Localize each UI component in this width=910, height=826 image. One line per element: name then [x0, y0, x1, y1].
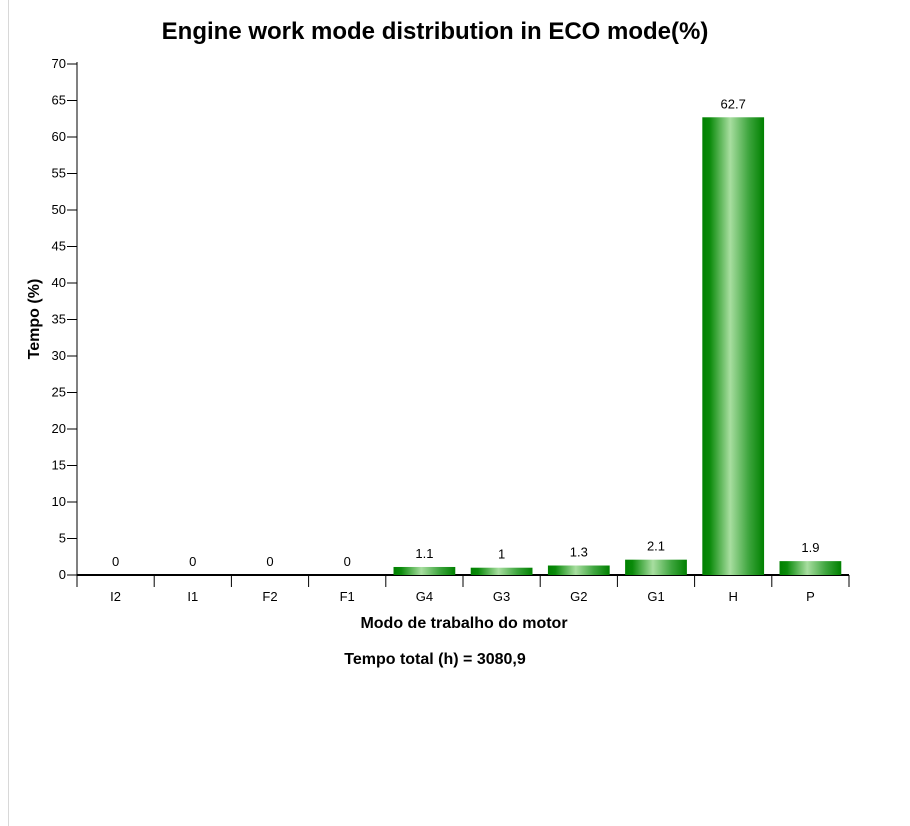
x-axis-title: Modo de trabalho do motor [360, 615, 567, 632]
data-label-h: 62.7 [721, 96, 746, 111]
data-label-i1: 0 [189, 554, 196, 569]
x-tick-label-f2: F2 [262, 589, 277, 604]
x-tick-label-i2: I2 [110, 589, 121, 604]
y-tick-label: 0 [59, 567, 66, 582]
y-tick-label: 50 [52, 202, 66, 217]
x-tick-label-h: H [729, 589, 738, 604]
y-tick-label: 70 [52, 56, 66, 71]
bar-p [779, 561, 842, 575]
x-tick-label-g3: G3 [493, 589, 510, 604]
y-tick-label: 65 [52, 93, 66, 108]
plot-area: 0 5 10 15 20 25 30 35 40 45 50 55 60 65 70 0 I2 0 I1 0 F2 0 F1… [52, 56, 850, 604]
data-label-g3: 1 [498, 547, 505, 562]
y-tick-label: 5 [59, 531, 66, 546]
x-tick-label-g2: G2 [570, 589, 587, 604]
x-tick-label-i1: I1 [187, 589, 198, 604]
bar-g4 [393, 566, 456, 575]
y-tick-label: 60 [52, 129, 66, 144]
data-label-i2: 0 [112, 554, 119, 569]
chart-frame [8, 0, 909, 826]
total-time-label: Tempo total (h) = 3080,9 [344, 651, 526, 668]
y-tick-label: 20 [52, 421, 66, 436]
bar-h [702, 117, 765, 575]
x-tick-label-g4: G4 [416, 589, 433, 604]
y-tick-label: 55 [52, 166, 66, 181]
bar-g2 [547, 565, 610, 575]
y-tick-label: 25 [52, 385, 66, 400]
y-tick-label: 10 [52, 494, 66, 509]
y-tick-label: 45 [52, 239, 66, 254]
y-tick-label: 40 [52, 275, 66, 290]
data-label-f2: 0 [266, 554, 273, 569]
bar-g1 [625, 559, 687, 575]
data-label-g4: 1.1 [415, 546, 433, 561]
bar-g3 [470, 567, 533, 575]
y-tick-label: 30 [52, 348, 66, 363]
data-label-p: 1.9 [801, 540, 819, 555]
data-label-f1: 0 [344, 554, 351, 569]
chart-title: Engine work mode distribution in ECO mod… [162, 18, 709, 45]
x-tick-label-p: P [806, 589, 815, 604]
y-tick-label: 15 [52, 458, 66, 473]
y-tick-label: 35 [52, 312, 66, 327]
data-label-g1: 2.1 [647, 539, 665, 554]
data-label-g2: 1.3 [570, 545, 588, 560]
y-axis-title: Tempo (%) [26, 279, 43, 360]
x-tick-label-f1: F1 [340, 589, 355, 604]
x-tick-label-g1: G1 [647, 589, 664, 604]
